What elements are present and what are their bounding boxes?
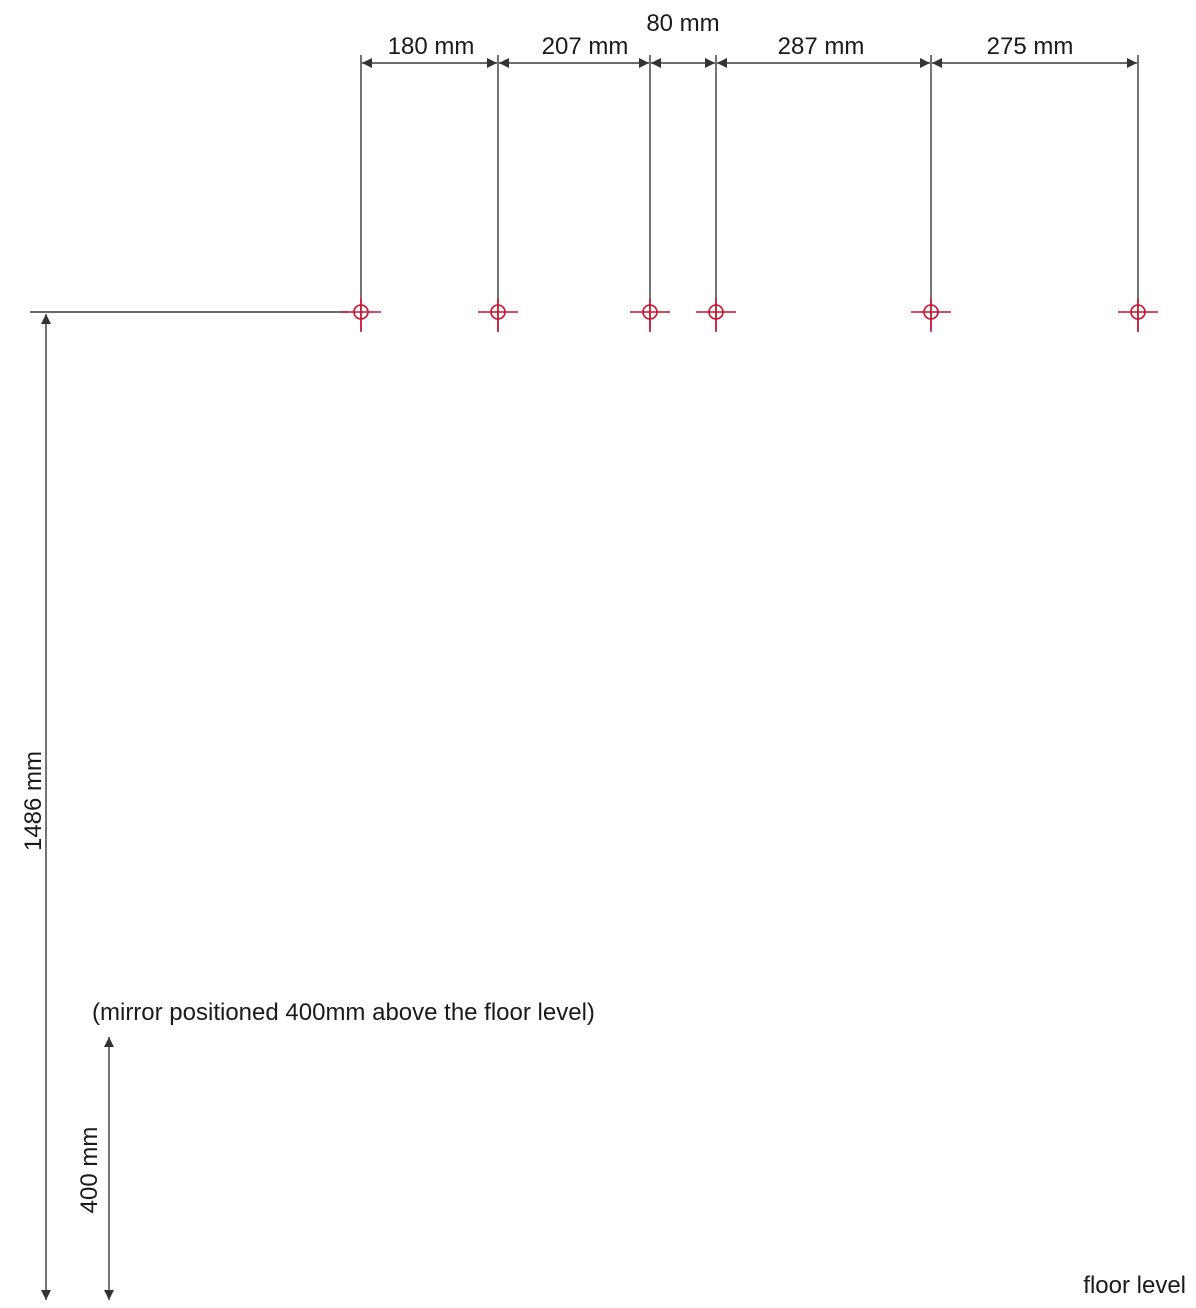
fixing-point-marker [1118,298,1158,332]
spacing-label: 287 mm [778,33,865,60]
mirror-position-note: (mirror positioned 400mm above the floor… [92,999,595,1026]
fixing-point-marker [341,298,381,332]
spacing-label: 275 mm [987,33,1074,60]
spacing-label: 80 mm [646,10,719,37]
fixing-point-marker [696,298,736,332]
fixing-point-marker [478,298,518,332]
fixing-point-marker [911,298,951,332]
spacing-label: 207 mm [542,33,629,60]
fixing-point-marker [630,298,670,332]
mirror-height-label: 400 mm [76,1127,103,1214]
extension-lines [360,55,1139,330]
fixing-points [341,298,1158,332]
height-label: 1486 mm [20,751,47,851]
spacing-label: 180 mm [388,33,475,60]
floor-level-label: floor level [1083,1272,1186,1299]
